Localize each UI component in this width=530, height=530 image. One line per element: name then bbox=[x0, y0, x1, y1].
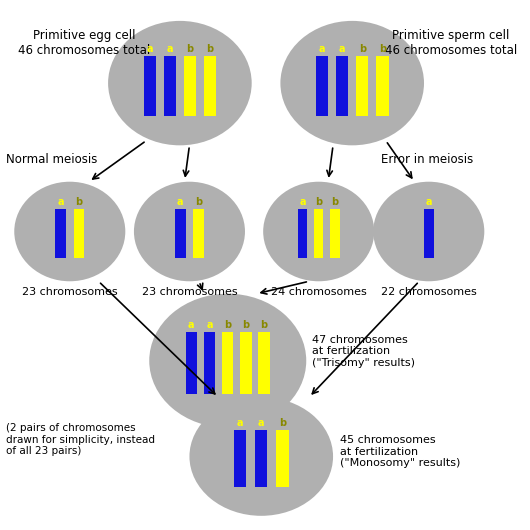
Bar bbox=[255, 430, 268, 487]
Bar bbox=[240, 332, 252, 394]
Text: a: a bbox=[426, 197, 432, 207]
Bar bbox=[204, 56, 216, 116]
Bar bbox=[175, 208, 186, 258]
Text: a: a bbox=[166, 45, 173, 55]
Ellipse shape bbox=[263, 182, 374, 281]
Bar bbox=[259, 332, 270, 394]
Text: a: a bbox=[237, 418, 243, 428]
Ellipse shape bbox=[280, 21, 424, 145]
Bar bbox=[316, 56, 328, 116]
Text: b: b bbox=[187, 45, 193, 55]
Text: 23 chromosomes: 23 chromosomes bbox=[142, 287, 237, 297]
Text: a: a bbox=[258, 418, 264, 428]
Text: b: b bbox=[75, 197, 83, 207]
Text: Normal meiosis: Normal meiosis bbox=[6, 153, 97, 166]
Ellipse shape bbox=[14, 182, 125, 281]
Bar bbox=[144, 56, 156, 116]
Text: a: a bbox=[299, 197, 306, 207]
Text: (2 pairs of chromosomes
drawn for simplicity, instead
of all 23 pairs): (2 pairs of chromosomes drawn for simpli… bbox=[6, 423, 155, 456]
Ellipse shape bbox=[373, 182, 484, 281]
Bar bbox=[56, 208, 66, 258]
Text: b: b bbox=[359, 45, 366, 55]
Text: 24 chromosomes: 24 chromosomes bbox=[271, 287, 367, 297]
Text: Error in meiosis: Error in meiosis bbox=[381, 153, 473, 166]
Text: a: a bbox=[206, 320, 213, 330]
Bar bbox=[184, 56, 196, 116]
Ellipse shape bbox=[134, 182, 245, 281]
Text: a: a bbox=[188, 320, 195, 330]
Bar bbox=[186, 332, 197, 394]
Text: b: b bbox=[242, 320, 250, 330]
Text: a: a bbox=[319, 45, 325, 55]
Text: 45 chromosomes
at fertilization
("Monosomy" results): 45 chromosomes at fertilization ("Monoso… bbox=[340, 435, 460, 469]
Text: b: b bbox=[195, 197, 202, 207]
Bar bbox=[336, 56, 348, 116]
Text: b: b bbox=[331, 197, 339, 207]
Text: b: b bbox=[315, 197, 322, 207]
Bar bbox=[376, 56, 388, 116]
Text: a: a bbox=[146, 45, 153, 55]
Text: a: a bbox=[177, 197, 183, 207]
Bar bbox=[314, 208, 323, 258]
Bar bbox=[356, 56, 368, 116]
Ellipse shape bbox=[149, 294, 306, 428]
Text: 23 chromosomes: 23 chromosomes bbox=[22, 287, 118, 297]
Bar bbox=[204, 332, 215, 394]
Text: Primitive sperm cell
46 chromosomes total: Primitive sperm cell 46 chromosomes tota… bbox=[385, 29, 517, 57]
Text: b: b bbox=[224, 320, 231, 330]
Text: 47 chromosomes
at fertilization
("Trisomy" results): 47 chromosomes at fertilization ("Trisom… bbox=[312, 334, 415, 368]
Ellipse shape bbox=[189, 397, 333, 516]
Bar bbox=[193, 208, 204, 258]
Text: b: b bbox=[261, 320, 268, 330]
Bar bbox=[276, 430, 288, 487]
Ellipse shape bbox=[108, 21, 252, 145]
Text: b: b bbox=[279, 418, 286, 428]
Bar bbox=[298, 208, 307, 258]
Bar bbox=[222, 332, 234, 394]
Bar bbox=[423, 208, 434, 258]
Text: b: b bbox=[379, 45, 386, 55]
Bar bbox=[74, 208, 84, 258]
Text: 22 chromosomes: 22 chromosomes bbox=[381, 287, 476, 297]
Bar bbox=[164, 56, 176, 116]
Text: a: a bbox=[339, 45, 346, 55]
Bar bbox=[330, 208, 340, 258]
Bar bbox=[234, 430, 246, 487]
Text: a: a bbox=[57, 197, 64, 207]
Text: b: b bbox=[207, 45, 214, 55]
Text: Primitive egg cell
46 chromosomes total: Primitive egg cell 46 chromosomes total bbox=[18, 29, 151, 57]
